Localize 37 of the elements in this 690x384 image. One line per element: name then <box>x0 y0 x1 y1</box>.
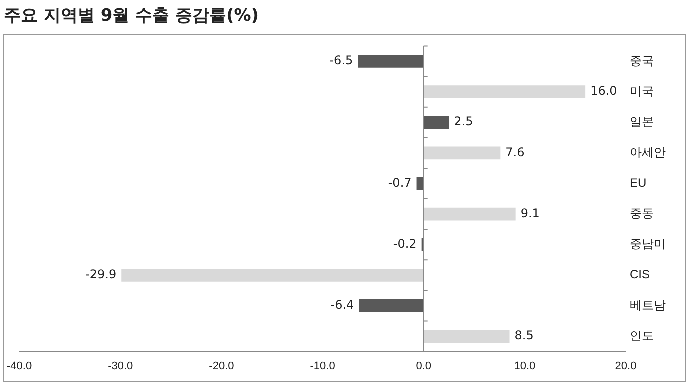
x-tick-label: 20.0 <box>615 360 637 372</box>
bar <box>424 116 450 130</box>
data-label: 16.0 <box>590 84 618 98</box>
x-tick-label: -30.0 <box>108 360 134 372</box>
data-label: -0.2 <box>393 236 417 251</box>
bar <box>424 86 586 98</box>
x-tick-label: -10.0 <box>310 360 336 372</box>
y-tick-label: 아세안 <box>630 145 666 160</box>
x-tick-label: -20.0 <box>209 360 234 372</box>
y-tick-label: CIS <box>630 268 650 282</box>
bar <box>424 208 516 221</box>
x-tick-label: 0.0 <box>416 360 432 372</box>
bar <box>122 268 424 282</box>
y-tick-label: 베트남 <box>630 298 666 312</box>
y-tick-label: EU <box>630 176 647 190</box>
y-tick-label: 중국 <box>630 54 654 68</box>
bar <box>424 330 510 343</box>
data-label: 9.1 <box>520 206 540 220</box>
y-tick-label: 중동 <box>630 206 654 221</box>
bar <box>416 177 424 190</box>
data-label: 7.6 <box>506 145 525 160</box>
data-label: -29.9 <box>86 268 117 282</box>
bar <box>358 55 424 68</box>
bar <box>359 300 424 312</box>
data-label: 2.5 <box>454 114 474 129</box>
y-tick-label: 미국 <box>630 84 654 98</box>
data-label: -6.4 <box>330 298 354 312</box>
chart-title: 주요 지역별 9월 수출 증감률(%) <box>4 5 260 27</box>
y-tick-label: 일본 <box>630 114 654 129</box>
data-label: -6.5 <box>330 54 354 68</box>
x-tick-label: -40.0 <box>6 360 32 372</box>
y-tick-label: 인도 <box>630 328 654 343</box>
x-tick-label: 10.0 <box>514 360 536 372</box>
data-label: -0.7 <box>388 176 412 190</box>
y-tick-label: 중남미 <box>630 237 666 252</box>
data-label: 8.5 <box>514 328 534 343</box>
bar <box>424 146 501 160</box>
